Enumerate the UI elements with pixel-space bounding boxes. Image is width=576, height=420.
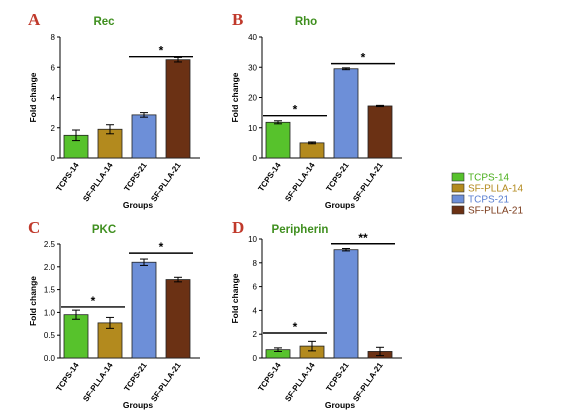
legend-swatch xyxy=(451,183,465,193)
bar xyxy=(131,261,157,359)
y-tick-label: 6 xyxy=(253,283,258,292)
panel-title: PKC xyxy=(92,224,116,236)
significance-marker: * xyxy=(293,320,298,334)
y-tick-label: 40 xyxy=(248,33,257,42)
legend-label: TCPS-14 xyxy=(468,173,510,184)
y-tick-label: 2 xyxy=(253,330,258,339)
legend-swatch xyxy=(451,205,465,215)
significance-marker: * xyxy=(91,294,96,308)
x-tick-label: TCPS-21 xyxy=(122,361,149,394)
bar xyxy=(367,105,393,159)
panel-letter: C xyxy=(28,218,40,237)
y-tick-label: 1.0 xyxy=(44,308,56,317)
x-tick-label: SF-PLLA-14 xyxy=(81,161,115,204)
legend-item: SF-PLLA-14 xyxy=(451,183,523,195)
y-tick-label: 2 xyxy=(51,124,56,133)
bar xyxy=(165,59,191,159)
y-tick-label: 0 xyxy=(253,354,258,363)
legend-label: TCPS-21 xyxy=(468,195,510,206)
y-tick-label: 10 xyxy=(248,124,257,133)
legend-label: SF-PLLA-21 xyxy=(468,206,523,217)
chart-panel-a: A Rec 0 2 4 6 8 Fold change TCPS-14 SF-PLLA-14 TCP… xyxy=(28,10,200,210)
bar xyxy=(131,114,157,159)
panel-title: Rho xyxy=(295,16,317,28)
x-axis-label: Groups xyxy=(325,400,355,410)
panel-letter: D xyxy=(232,218,244,237)
significance-marker: * xyxy=(159,240,164,254)
legend-label: SF-PLLA-14 xyxy=(468,184,523,195)
y-tick-label: 8 xyxy=(51,33,56,42)
y-axis-label: Fold change xyxy=(230,72,240,122)
chart-panel-c: C PKC 0.0 0.5 1.0 1.5 2.0 2.5 Fold change TCPS-14… xyxy=(28,218,200,410)
bar xyxy=(333,249,359,359)
y-tick-label: 10 xyxy=(248,235,257,244)
chart-panel-b: B Rho 0 10 20 30 40 Fold change TCPS-14 SF-PLLA-1… xyxy=(230,10,402,210)
x-axis-label: Groups xyxy=(325,200,355,210)
y-tick-label: 1.5 xyxy=(44,286,56,295)
legend-swatch xyxy=(451,194,465,204)
y-axis-label: Fold change xyxy=(230,273,240,323)
y-tick-label: 6 xyxy=(51,63,56,72)
significance-marker: * xyxy=(361,51,366,65)
y-tick-label: 20 xyxy=(248,94,257,103)
significance-marker: * xyxy=(159,44,164,58)
legend-item: SF-PLLA-21 xyxy=(451,205,523,217)
panel-letter: A xyxy=(28,10,41,29)
x-tick-label: TCPS-14 xyxy=(54,361,81,394)
x-tick-label: TCPS-14 xyxy=(54,161,81,194)
x-tick-label: SF-PLLA-14 xyxy=(283,361,317,404)
y-tick-label: 2.5 xyxy=(44,240,56,249)
x-axis-label: Groups xyxy=(123,200,153,210)
legend-item: TCPS-14 xyxy=(451,172,510,184)
x-axis-label: Groups xyxy=(123,400,153,410)
bar xyxy=(63,314,89,359)
panel-title: Rec xyxy=(93,16,115,28)
bar xyxy=(299,142,325,159)
y-tick-label: 0 xyxy=(253,154,258,163)
x-tick-label: TCPS-21 xyxy=(324,361,351,394)
x-tick-label: SF-PLLA-14 xyxy=(283,161,317,204)
significance-marker: ** xyxy=(358,231,368,245)
y-axis-label: Fold change xyxy=(28,276,38,326)
y-tick-label: 4 xyxy=(253,306,258,315)
panel-title: Peripherin xyxy=(272,224,329,236)
bar xyxy=(165,279,191,359)
y-axis-label: Fold change xyxy=(28,72,38,122)
y-tick-label: 2.0 xyxy=(44,263,56,272)
y-tick-label: 0 xyxy=(51,154,56,163)
bar xyxy=(97,128,123,159)
y-tick-label: 0.0 xyxy=(44,354,56,363)
bar xyxy=(333,68,359,159)
panel-letter: B xyxy=(232,10,243,29)
legend-swatch xyxy=(451,172,465,182)
y-tick-label: 4 xyxy=(51,94,56,103)
bar xyxy=(265,121,291,159)
x-tick-label: SF-PLLA-21 xyxy=(351,161,385,204)
legend-item: TCPS-21 xyxy=(451,194,510,206)
x-tick-label: TCPS-21 xyxy=(122,161,149,194)
x-tick-label: TCPS-21 xyxy=(324,161,351,194)
x-tick-label: TCPS-14 xyxy=(256,361,283,394)
y-tick-label: 0.5 xyxy=(44,331,56,340)
x-tick-label: SF-PLLA-14 xyxy=(81,361,115,404)
x-tick-label: SF-PLLA-21 xyxy=(149,161,183,204)
x-tick-label: SF-PLLA-21 xyxy=(351,361,385,404)
y-tick-label: 8 xyxy=(253,259,258,268)
x-tick-label: TCPS-14 xyxy=(256,161,283,194)
y-tick-label: 30 xyxy=(248,63,257,72)
significance-marker: * xyxy=(293,103,298,117)
x-tick-label: SF-PLLA-21 xyxy=(149,361,183,404)
